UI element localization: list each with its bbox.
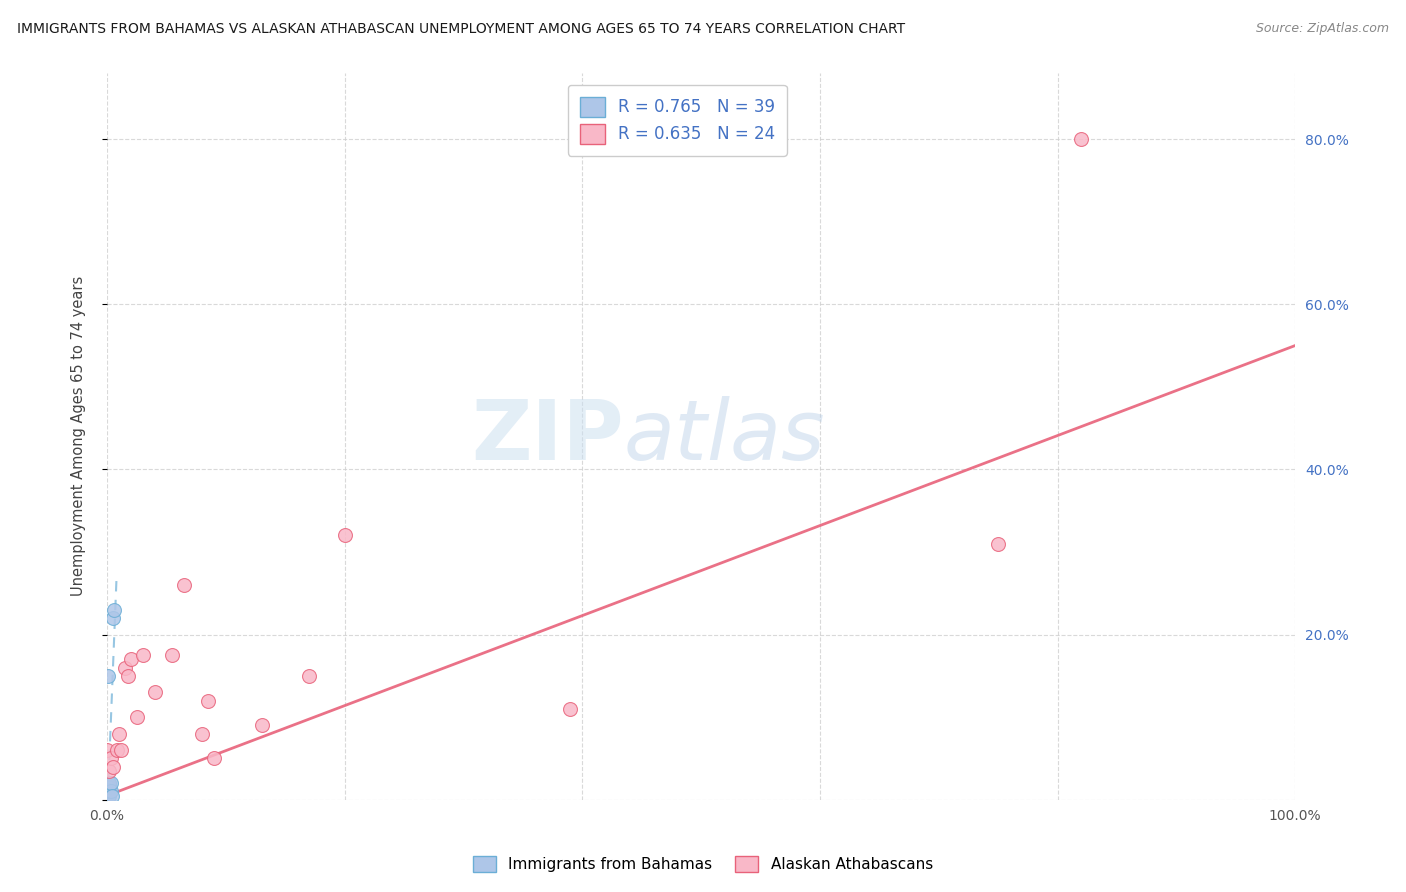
Point (96, 793, 118, 807)
Point (96, 793, 118, 807)
Point (333, 528, 356, 542)
Point (96, 790, 118, 805)
Point (100, 784, 122, 798)
Point (97, 788, 120, 802)
Text: ZIP: ZIP (471, 396, 624, 477)
Point (96, 793, 118, 807)
Point (96, 792, 118, 806)
Point (97, 669, 120, 683)
Point (250, 718, 273, 732)
Text: IMMIGRANTS FROM BAHAMAS VS ALASKAN ATHABASCAN UNEMPLOYMENT AMONG AGES 65 TO 74 Y: IMMIGRANTS FROM BAHAMAS VS ALASKAN ATHAB… (17, 22, 905, 37)
Point (96, 792, 118, 806)
Point (98, 780, 121, 795)
Point (197, 693, 219, 707)
Point (100, 776, 122, 790)
Point (96, 791, 118, 805)
Point (105, 743, 128, 757)
Point (560, 702, 582, 716)
Point (97, 784, 120, 798)
Point (96, 792, 118, 806)
Text: atlas: atlas (624, 396, 825, 477)
Point (96, 743, 118, 757)
Point (96, 791, 118, 805)
Point (120, 652, 142, 666)
Point (96, 793, 118, 807)
Point (97, 787, 120, 801)
Point (202, 751, 225, 765)
Point (987, 537, 1010, 551)
Point (162, 648, 184, 663)
Point (101, 789, 124, 803)
Point (98, 784, 121, 798)
Point (103, 603, 125, 617)
Y-axis label: Unemployment Among Ages 65 to 74 years: Unemployment Among Ages 65 to 74 years (72, 277, 86, 597)
Point (101, 611, 124, 625)
Legend: R = 0.765   N = 39, R = 0.635   N = 24: R = 0.765 N = 39, R = 0.635 N = 24 (568, 85, 787, 155)
Point (97, 789, 120, 803)
Point (173, 578, 195, 592)
Point (100, 751, 122, 765)
Point (191, 727, 214, 741)
Point (96, 789, 118, 804)
Legend: Immigrants from Bahamas, Alaskan Athabascans: Immigrants from Bahamas, Alaskan Athabas… (465, 848, 941, 880)
Point (96, 793, 118, 807)
Point (125, 710, 148, 724)
Point (97, 782, 120, 797)
Point (96, 792, 118, 806)
Point (1070, 132, 1092, 146)
Point (117, 669, 139, 683)
Point (143, 685, 166, 699)
Point (96, 793, 118, 807)
Point (132, 648, 155, 663)
Point (97, 786, 120, 800)
Point (98, 776, 121, 790)
Point (101, 760, 124, 774)
Point (97, 789, 120, 803)
Point (108, 727, 131, 741)
Point (96, 790, 118, 805)
Point (98, 778, 121, 792)
Point (114, 660, 136, 674)
Point (96, 792, 118, 806)
Point (298, 669, 321, 683)
Point (98, 789, 121, 803)
Point (96, 791, 118, 805)
Point (110, 743, 132, 757)
Point (96, 789, 118, 803)
Point (98, 764, 121, 778)
Point (96, 790, 118, 805)
Text: Source: ZipAtlas.com: Source: ZipAtlas.com (1256, 22, 1389, 36)
Point (96, 791, 118, 805)
Point (97, 780, 120, 795)
